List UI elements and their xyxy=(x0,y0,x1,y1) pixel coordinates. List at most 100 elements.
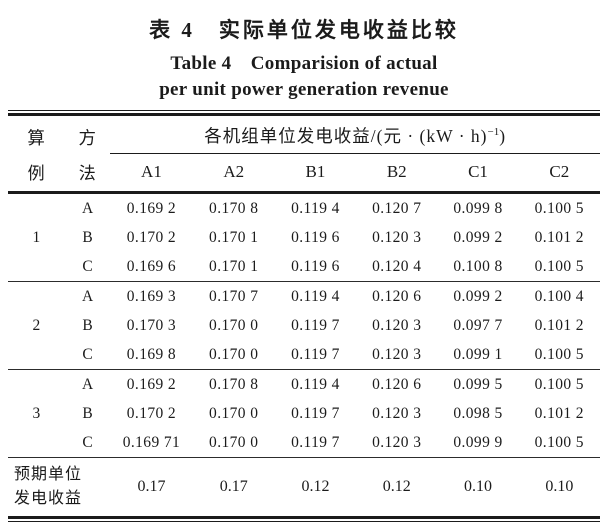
expected-revenue-label-line1: 预期单位 xyxy=(14,466,83,484)
value-cell: 0.119 6 xyxy=(291,257,340,275)
method-header-line1: 方 xyxy=(78,128,97,149)
table-row: B 0.170 2 0.170 1 0.119 6 0.120 3 0.099 … xyxy=(8,223,600,252)
value-cell: 0.099 9 xyxy=(453,433,503,451)
value-cell: 0.170 1 xyxy=(209,257,259,275)
method-label: B xyxy=(82,404,94,422)
value-cell: 0.170 0 xyxy=(209,345,259,363)
table-title-en-line1: Table 4 Comparision of actual xyxy=(170,53,438,74)
header-row-1: 算 方 各机组单位发电收益/(元 · (kW · h)−1) xyxy=(8,116,600,155)
column-header-a1: A1 xyxy=(110,154,193,195)
expected-value-cell: 0.12 xyxy=(274,457,357,516)
value-cell: 0.100 5 xyxy=(534,199,584,217)
value-cell: 0.101 2 xyxy=(534,228,584,246)
table-row: C 0.169 6 0.170 1 0.119 6 0.120 4 0.100 … xyxy=(8,252,600,281)
table-row: C 0.169 8 0.170 0 0.119 7 0.120 3 0.099 … xyxy=(8,340,600,369)
method-label: C xyxy=(82,345,94,363)
value-cell: 0.170 0 xyxy=(209,316,259,334)
value-cell: 0.119 7 xyxy=(291,345,340,363)
method-header-line2: 法 xyxy=(65,154,111,195)
value-cell: 0.169 3 xyxy=(110,281,193,311)
value-cell: 0.120 6 xyxy=(356,281,438,311)
value-cell: 0.099 1 xyxy=(453,345,503,363)
case-header-line2: 例 xyxy=(8,154,66,195)
header-row-2: 例 法 A1 A2 B1 B2 C1 C2 xyxy=(8,154,600,195)
case-header-line1: 算 xyxy=(27,128,46,149)
value-cell: 0.099 2 xyxy=(437,281,519,311)
value-cell: 0.170 3 xyxy=(126,316,177,334)
value-cell: 0.120 3 xyxy=(372,316,422,334)
table-row: 2 A 0.169 3 0.170 7 0.119 4 0.120 6 0.09… xyxy=(8,281,600,334)
case-number: 2 xyxy=(8,281,66,369)
value-cell: 0.120 4 xyxy=(372,257,422,275)
table-row: B 0.170 3 0.170 0 0.119 7 0.120 3 0.097 … xyxy=(8,311,600,340)
table-title-en-line2: per unit power generation revenue xyxy=(159,78,449,100)
value-cell: 0.169 6 xyxy=(126,257,177,275)
value-cell: 0.101 2 xyxy=(534,316,584,334)
value-cell: 0.100 5 xyxy=(534,257,584,275)
unit-revenue-span-header: 各机组单位发电收益/(元 · (kW · h)−1) xyxy=(110,116,600,155)
span-header-superscript: −1 xyxy=(487,126,500,139)
expected-value-cell: 0.17 xyxy=(110,457,193,516)
value-cell: 0.099 2 xyxy=(453,228,503,246)
value-cell: 0.170 8 xyxy=(209,199,259,217)
expected-value-cell: 0.17 xyxy=(192,457,275,516)
table-rules-wrapper: 算 方 各机组单位发电收益/(元 · (kW · h)−1) 例 法 A1 A2… xyxy=(8,110,600,522)
value-cell: 0.119 7 xyxy=(291,316,340,334)
value-cell: 0.099 5 xyxy=(437,369,519,399)
case-number: 3 xyxy=(8,369,66,457)
expected-revenue-label: 预期单位 发电收益 xyxy=(8,457,111,516)
expected-revenue-label-line2: 发电收益 xyxy=(14,490,83,508)
value-cell: 0.120 7 xyxy=(372,199,422,217)
value-cell: 0.119 4 xyxy=(291,199,340,217)
method-label: A xyxy=(65,369,111,399)
value-cell: 0.169 2 xyxy=(126,199,177,217)
value-cell: 0.098 5 xyxy=(453,404,503,422)
value-cell: 0.169 8 xyxy=(126,345,177,363)
value-cell: 0.100 5 xyxy=(518,369,600,399)
method-label: C xyxy=(82,433,94,451)
value-cell: 0.169 71 xyxy=(122,433,181,451)
table-row: B 0.170 2 0.170 0 0.119 7 0.120 3 0.098 … xyxy=(8,399,600,428)
span-header-text: 各机组单位发电收益/(元 · (kW · h) xyxy=(204,126,488,147)
method-label: A xyxy=(81,199,94,217)
value-cell: 0.120 6 xyxy=(356,369,438,399)
value-cell: 0.101 2 xyxy=(534,404,584,422)
column-header-c2: C2 xyxy=(518,154,600,195)
value-cell: 0.119 7 xyxy=(291,433,340,451)
table-title-en: Table 4 Comparision of actual per unit p… xyxy=(8,51,600,102)
method-label: B xyxy=(82,316,94,334)
column-header-c1: C1 xyxy=(437,154,519,195)
value-cell: 0.119 6 xyxy=(291,228,340,246)
value-cell: 0.100 8 xyxy=(453,257,503,275)
column-header-b1: B1 xyxy=(274,154,357,195)
method-label: A xyxy=(65,281,111,311)
table-title-zh: 表 4 实际单位发电收益比较 xyxy=(149,18,459,42)
value-cell: 0.170 0 xyxy=(209,433,259,451)
method-label: C xyxy=(82,257,94,275)
value-cell: 0.169 2 xyxy=(110,369,193,399)
table-row: 3 A 0.169 2 0.170 8 0.119 4 0.120 6 0.09… xyxy=(8,369,600,422)
value-cell: 0.100 4 xyxy=(518,281,600,311)
expected-revenue-row: 预期单位 发电收益 0.17 0.17 0.12 0.12 0.10 0.10 xyxy=(8,457,600,516)
column-header-b2: B2 xyxy=(356,154,438,195)
value-cell: 0.119 7 xyxy=(291,404,340,422)
value-cell: 0.170 1 xyxy=(209,228,259,246)
method-label: B xyxy=(82,228,94,246)
case-number: 1 xyxy=(32,228,41,246)
value-cell: 0.170 2 xyxy=(126,228,177,246)
value-cell: 0.170 7 xyxy=(192,281,275,311)
value-cell: 0.119 4 xyxy=(274,369,357,399)
table-row: 1 A 0.169 2 0.170 8 0.119 4 0.120 7 0.09… xyxy=(8,194,600,246)
expected-value-cell: 0.12 xyxy=(356,457,438,516)
value-cell: 0.100 5 xyxy=(534,345,584,363)
value-cell: 0.170 2 xyxy=(126,404,177,422)
value-cell: 0.120 3 xyxy=(372,404,422,422)
value-cell: 0.100 5 xyxy=(534,433,584,451)
value-cell: 0.120 3 xyxy=(372,433,422,451)
value-cell: 0.170 0 xyxy=(209,404,259,422)
span-header-close: ) xyxy=(499,126,507,147)
expected-value-cell: 0.10 xyxy=(437,457,519,516)
value-cell: 0.170 8 xyxy=(192,369,275,399)
value-cell: 0.097 7 xyxy=(453,316,503,334)
